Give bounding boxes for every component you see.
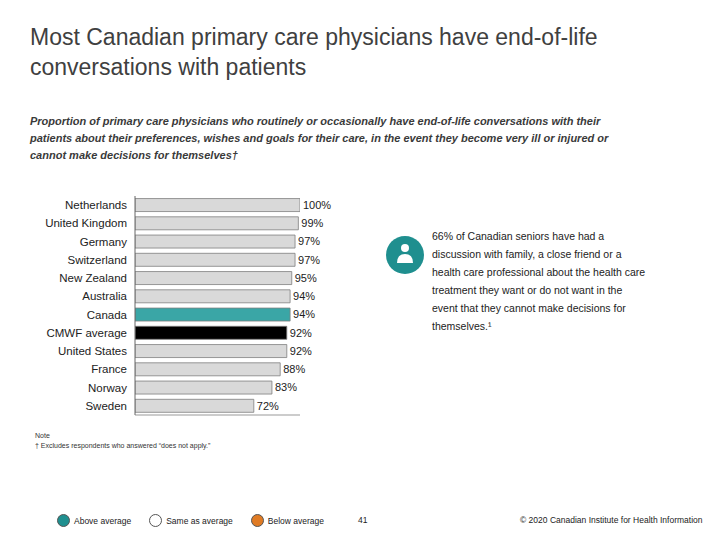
html-text:Above average: Above average bbox=[74, 515, 132, 526]
html-text:Below average: Below average bbox=[267, 515, 324, 526]
svg-text:83%: 83% bbox=[275, 381, 297, 393]
svg-text:88%: 88% bbox=[283, 363, 305, 375]
svg-text:95%: 95% bbox=[295, 272, 317, 284]
svg-text:United Kingdom: United Kingdom bbox=[45, 217, 127, 229]
html-text:41: 41 bbox=[358, 515, 368, 525]
html-text:† Excludes respondents who ans: † Excludes respondents who answered “doe… bbox=[35, 442, 211, 449]
svg-text:Switzerland: Switzerland bbox=[68, 254, 127, 266]
html-text:66% of Canadian seniors have h: 66% of Canadian seniors have had a discu… bbox=[432, 230, 646, 332]
html-text:Same as average: Same as average bbox=[166, 515, 233, 526]
svg-text:97%: 97% bbox=[298, 254, 320, 266]
svg-text:Germany: Germany bbox=[80, 236, 128, 248]
svg-text:92%: 92% bbox=[290, 345, 312, 357]
svg-text:100%: 100% bbox=[303, 199, 331, 211]
svg-text:99%: 99% bbox=[301, 217, 323, 229]
html-text:Most Canadian primary care phy: Most Canadian primary care physicians ha… bbox=[30, 24, 598, 80]
svg-text:New Zealand: New Zealand bbox=[59, 272, 127, 284]
svg-text:72%: 72% bbox=[257, 400, 279, 412]
svg-text:94%: 94% bbox=[293, 308, 315, 320]
svg-text:97%: 97% bbox=[298, 235, 320, 247]
svg-text:92%: 92% bbox=[290, 327, 312, 339]
svg-text:Australia: Australia bbox=[82, 290, 127, 302]
html-text:Note: Note bbox=[35, 432, 50, 439]
html-text:Proportion of primary care phy: Proportion of primary care physicians wh… bbox=[30, 115, 609, 161]
svg-text:United States: United States bbox=[58, 345, 127, 357]
svg-text:Sweden: Sweden bbox=[85, 400, 127, 412]
svg-text:94%: 94% bbox=[293, 290, 315, 302]
html-text:© 2020 Canadian Institute for: © 2020 Canadian Institute for Health Inf… bbox=[520, 515, 703, 525]
svg-text:Netherlands: Netherlands bbox=[65, 199, 127, 211]
svg-text:CMWF average: CMWF average bbox=[46, 327, 127, 339]
svg-text:Canada: Canada bbox=[87, 309, 128, 321]
svg-text:France: France bbox=[91, 363, 127, 375]
svg-text:Norway: Norway bbox=[88, 382, 127, 394]
